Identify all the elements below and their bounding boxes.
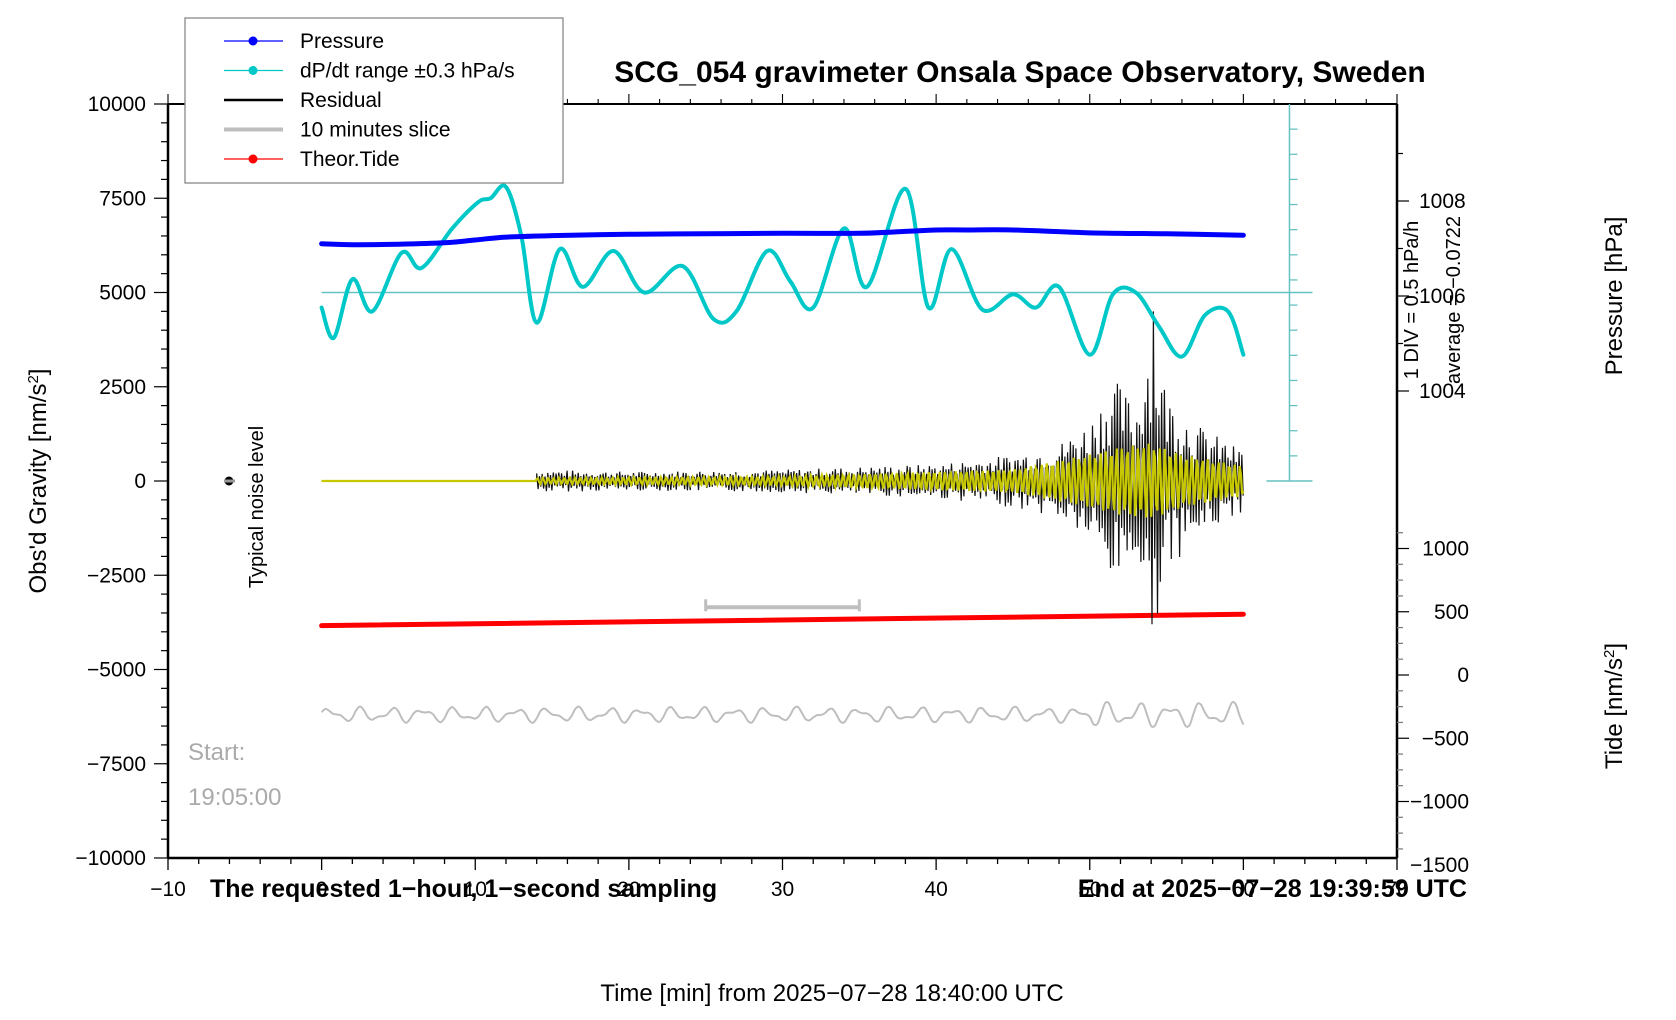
legend-label: Residual [300, 89, 382, 112]
tide-tick-label: −1000 [1410, 791, 1469, 814]
pressure-line [319, 227, 1246, 248]
chart-title: SCG_054 gravimeter Onsala Space Observat… [614, 56, 1426, 89]
x-axis: −10 0 10 20 30 40 50 60 70 [150, 94, 1409, 901]
x-tick-label: 20 [617, 878, 640, 901]
div-label: 1 DIV = 0.5 hPa/h [1401, 221, 1423, 379]
end-time-note: End at 2025−07−28 19:39:59 UTC [1078, 875, 1467, 903]
x-tick-label: 60 [1232, 878, 1255, 901]
legend-label: dP/dt range ±0.3 hPa/s [300, 60, 515, 83]
y-axis-title-gravity: Obs'd Gravity [nm/s2] [25, 369, 53, 594]
x-tick-label: 30 [771, 878, 794, 901]
filtered-residual-line [321, 443, 1245, 518]
y-axis-tide: 1000 500 0 −500 −1000 −1500 [1397, 532, 1469, 877]
legend-label: Theor.Tide [300, 148, 400, 171]
x-tick-label: 40 [924, 878, 947, 901]
legend-label: 10 minutes slice [300, 119, 451, 142]
pressure-tick-label: 1004 [1419, 380, 1466, 403]
noise-label: Typical noise level [246, 426, 268, 588]
x-tick-label: 0 [316, 878, 328, 901]
y-axis-pressure: 1008 1006 1004 [1397, 152, 1466, 403]
start-time: 19:05:00 [188, 784, 281, 811]
start-label: Start: [188, 739, 245, 766]
legend-box [184, 17, 564, 184]
y-tick-label: −7500 [87, 753, 146, 776]
dpdt-line [319, 183, 1246, 359]
y-axis-title-tide: Tide [nm/s2] [1601, 643, 1629, 769]
tide-tick-label: 1000 [1422, 538, 1469, 561]
y-tick-label: −5000 [87, 659, 146, 682]
y-tick-label: 7500 [99, 187, 146, 210]
x-tick-label: −10 [150, 878, 186, 901]
tide-tick-label: 0 [1457, 664, 1469, 687]
series-layer [319, 183, 1246, 728]
x-tick-label: 50 [1078, 878, 1101, 901]
y-tick-label: 0 [134, 470, 146, 493]
legend-label: Pressure [300, 30, 384, 53]
tide-tick-label: −500 [1422, 727, 1469, 750]
sampling-note: The requested 1−hour, 1−second sampling [210, 875, 717, 903]
x-tick-label: 10 [464, 878, 487, 901]
tide-tick-label: −1500 [1410, 854, 1469, 877]
pressure-tick-label: 1008 [1419, 190, 1466, 213]
x-axis-title: Time [min] from 2025−07−28 18:40:00 UTC [600, 980, 1063, 1007]
y-axis-gravity: 10000 7500 5000 2500 0 −2500 −5000 −7500 −10000 [75, 93, 168, 870]
tide-line [319, 611, 1246, 629]
x-tick-label: 70 [1385, 878, 1408, 901]
y-tick-label: 2500 [99, 376, 146, 399]
legend: Pressure dP/dt range ±0.3 hPa/s Residual 10… [184, 17, 564, 184]
tide-tick-label: 500 [1434, 601, 1469, 624]
legend-swatch-dot [248, 154, 258, 164]
y-tick-label: −10000 [75, 847, 146, 870]
y-tick-label: 10000 [88, 93, 146, 116]
y-tick-label: 5000 [99, 282, 146, 305]
y-tick-label: −2500 [87, 564, 146, 587]
legend-swatch-dot [248, 66, 258, 75]
legend-swatch-dot [248, 36, 258, 46]
dpdt-scale [321, 104, 1313, 482]
slice-trace-line [320, 701, 1245, 728]
y-axis-title-pressure: Pressure [hPa] [1601, 217, 1628, 376]
average-label: average = −0.0722 [1443, 216, 1465, 384]
pressure-tick-label: 1006 [1419, 285, 1466, 308]
